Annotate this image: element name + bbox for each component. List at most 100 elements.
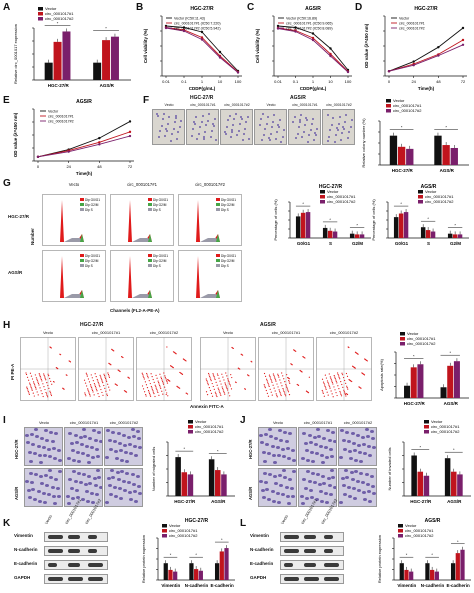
- protein-band: [88, 549, 97, 553]
- legend-label: circ_0001017#2 (IC50:5.942): [174, 27, 221, 31]
- chart-i-migration: HGC-27/R * AGS/R * Number of migrated cells V…: [151, 419, 235, 504]
- cell-dot: [90, 374, 92, 376]
- stained-cell: [354, 458, 359, 462]
- cell-dot: [39, 374, 41, 376]
- stained-cell: [123, 489, 128, 493]
- cell-dot: [287, 389, 289, 391]
- stained-cell: [82, 473, 87, 477]
- cell-dot: [144, 381, 146, 383]
- legend-swatch: [418, 195, 423, 199]
- data-point: [200, 36, 204, 39]
- cell-dot: [288, 379, 290, 382]
- panel-label-d: D: [355, 2, 363, 13]
- data-point: [329, 47, 332, 50]
- blot-protein-label: Vimentin: [250, 533, 269, 538]
- stained-cell: [266, 452, 271, 456]
- legend-swatch: [162, 534, 167, 538]
- cell-dot: [156, 390, 158, 392]
- apoptosis-header-ags: AGS/R: [260, 322, 276, 328]
- stained-cell: [136, 484, 141, 488]
- colony-dot: [315, 134, 317, 137]
- colony-dot: [343, 127, 345, 130]
- legend-swatch: [216, 198, 220, 201]
- bar: [359, 234, 365, 238]
- colony-dot: [350, 119, 353, 122]
- stained-cell: [88, 436, 93, 440]
- cell-dot: [329, 387, 331, 389]
- legend-swatch: [80, 198, 84, 201]
- cell-dot: [162, 382, 164, 384]
- data-point: [182, 29, 186, 33]
- legend-swatch: [38, 12, 43, 16]
- cell-dot: [304, 357, 306, 359]
- stained-cell: [366, 444, 371, 448]
- cell-dot: [263, 384, 265, 386]
- colony-col-label: circ_0001017#1: [292, 103, 318, 107]
- y-axis-label: Relative circ_0001017 expression: [13, 24, 18, 84]
- stained-cell: [115, 456, 120, 460]
- stained-cell: [284, 440, 289, 444]
- stained-cell: [78, 481, 83, 485]
- stained-cell: [361, 442, 366, 446]
- cell-dot: [271, 381, 273, 383]
- series-line: [37, 121, 131, 158]
- stained-cell: [349, 470, 354, 474]
- cell-dot: [160, 376, 162, 378]
- stained-cell: [120, 470, 125, 474]
- chart-b-viability-hgc: 0.01 0.1 1 10 100 CDDP(g/mL) Cell viability (%…: [143, 6, 242, 91]
- bar: [198, 570, 203, 580]
- bar: [440, 387, 447, 398]
- cell-dot: [144, 391, 146, 393]
- cell-dot: [325, 377, 328, 379]
- stained-cell: [355, 434, 360, 438]
- s-phase-area: [132, 294, 152, 298]
- data-point: [329, 52, 332, 56]
- stained-cell: [344, 469, 349, 472]
- stained-cell: [27, 496, 32, 500]
- cell-dot: [161, 380, 164, 382]
- cell-dot: [69, 361, 72, 363]
- cell-dot: [219, 393, 221, 395]
- stained-cell: [38, 461, 43, 465]
- cell-dot: [147, 377, 149, 379]
- cell-dot: [165, 379, 168, 381]
- legend-label: circ_0001017#1: [425, 194, 454, 199]
- cell-dot: [109, 389, 111, 391]
- colony-dot: [236, 134, 238, 137]
- sig-star: *: [413, 353, 415, 358]
- stained-cell: [359, 460, 364, 464]
- stained-cell: [91, 455, 96, 459]
- stained-cell: [350, 432, 355, 436]
- cell-dot: [105, 390, 107, 392]
- stained-cell: [279, 483, 284, 487]
- stained-cell: [89, 491, 94, 495]
- x-tick-label: N-cadherin: [421, 583, 445, 588]
- cell-dot: [84, 382, 87, 384]
- transwell-image: [258, 427, 297, 466]
- stained-cell: [69, 487, 74, 491]
- cell-dot: [341, 374, 344, 376]
- bar: [434, 571, 439, 580]
- cell-dot: [231, 376, 233, 379]
- cell-dot: [283, 390, 285, 393]
- stained-cell: [305, 496, 310, 500]
- sig-star: *: [170, 552, 172, 557]
- stained-cell: [263, 460, 268, 464]
- colony-plate: [288, 109, 321, 145]
- sig-star: *: [419, 445, 421, 450]
- cell-dot: [321, 378, 324, 380]
- cell-dot: [279, 379, 281, 381]
- legend-label: circ_0001017#2: [45, 16, 74, 21]
- sig-star: *: [453, 447, 455, 452]
- panel-label-b: B: [136, 2, 144, 13]
- transwell-row-label: AGS/R: [14, 486, 19, 500]
- panel-label-f: F: [143, 95, 150, 106]
- stained-cell: [105, 501, 110, 505]
- apoptosis-col-label: circ_0001017#1: [271, 330, 301, 335]
- cell-dot: [229, 395, 231, 397]
- colony-dot: [335, 127, 338, 130]
- x-tick-label: G0/G1: [395, 241, 409, 246]
- colony-dot: [156, 114, 159, 117]
- legend-swatch: [386, 99, 391, 103]
